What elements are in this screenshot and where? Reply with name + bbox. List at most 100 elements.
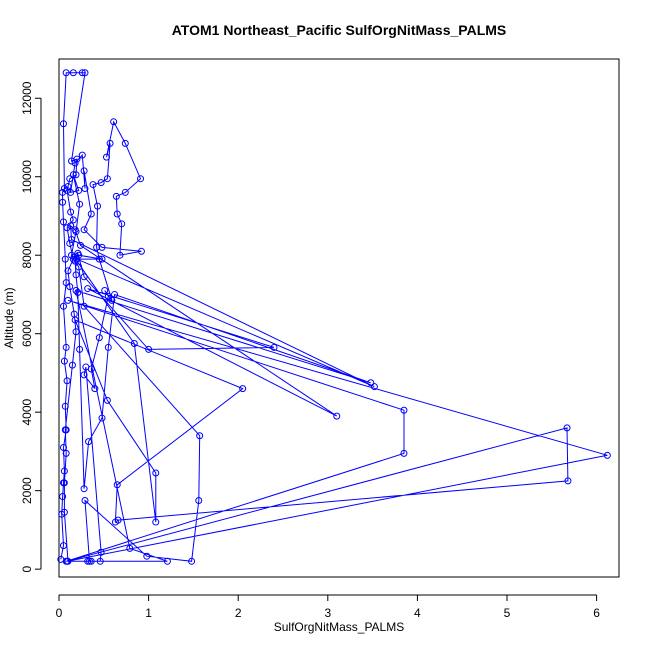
- data-point: [66, 283, 74, 291]
- y-tick-label: 0: [20, 565, 34, 572]
- data-point: [270, 343, 278, 351]
- data-point: [74, 288, 82, 296]
- data-point: [563, 424, 571, 432]
- y-tick-label: 8000: [20, 242, 34, 269]
- data-point: [110, 118, 118, 126]
- data-point: [59, 188, 67, 196]
- data-point: [95, 255, 103, 263]
- data-point: [80, 167, 88, 175]
- data-point: [113, 481, 121, 489]
- data-point: [64, 267, 72, 275]
- data-point: [59, 542, 67, 550]
- data-point: [113, 210, 121, 218]
- x-tick-label: 1: [145, 606, 152, 620]
- data-point: [188, 557, 196, 565]
- data-point: [63, 186, 71, 194]
- data-point: [102, 153, 110, 161]
- data-point: [77, 241, 85, 249]
- data-point: [145, 345, 153, 353]
- data-point: [93, 243, 101, 251]
- data-point: [68, 236, 76, 244]
- data-point: [59, 302, 67, 310]
- data-point: [78, 69, 86, 77]
- data-point: [333, 412, 341, 420]
- data-point: [95, 334, 103, 342]
- data-point: [62, 69, 70, 77]
- x-axis: 0 1 2 3 4 5 6: [56, 594, 600, 620]
- series-layer: [57, 69, 611, 565]
- y-tick-label: 4000: [20, 399, 34, 426]
- data-point: [67, 188, 75, 196]
- data-point: [137, 175, 145, 183]
- data-point: [60, 479, 68, 487]
- data-point: [71, 159, 79, 167]
- data-point: [85, 438, 93, 446]
- data-point: [130, 340, 138, 348]
- data-point: [91, 385, 99, 393]
- data-point: [71, 316, 79, 324]
- data-point: [61, 402, 69, 410]
- data-point: [71, 226, 79, 234]
- data-point: [111, 290, 119, 298]
- x-tick-label: 0: [56, 606, 63, 620]
- data-point: [59, 218, 67, 226]
- x-tick-label: 6: [593, 606, 600, 620]
- data-point: [564, 477, 572, 485]
- data-point: [603, 451, 611, 459]
- data-point: [73, 155, 81, 163]
- data-point: [103, 175, 111, 183]
- data-point: [80, 273, 88, 281]
- data-point: [121, 188, 129, 196]
- data-point: [152, 469, 160, 477]
- data-point: [195, 496, 203, 504]
- data-point: [84, 285, 92, 293]
- data-point: [78, 151, 86, 159]
- data-point: [72, 171, 80, 179]
- data-point: [61, 255, 69, 263]
- data-point: [62, 449, 70, 457]
- data-point: [66, 239, 74, 247]
- data-point: [64, 296, 72, 304]
- data-point: [69, 171, 77, 179]
- data-point: [121, 139, 129, 147]
- series-line: [60, 72, 608, 562]
- data-point: [112, 192, 120, 200]
- data-point: [103, 396, 111, 404]
- data-point: [137, 247, 145, 255]
- y-tick-label: 10000: [20, 160, 34, 194]
- data-point: [62, 279, 70, 287]
- data-point: [68, 361, 76, 369]
- data-point: [80, 371, 88, 379]
- y-axis: 0 2000 4000 6000 8000 10000 12000: [20, 81, 42, 572]
- data-point: [76, 200, 84, 208]
- data-point: [62, 343, 70, 351]
- data-point: [72, 328, 80, 336]
- data-point: [400, 406, 408, 414]
- chart-title: ATOM1 Northeast_Pacific SulfOrgNitMass_P…: [172, 22, 507, 38]
- data-point: [67, 208, 75, 216]
- data-point: [64, 183, 72, 191]
- data-point: [63, 377, 71, 385]
- data-point: [59, 198, 67, 206]
- data-point: [67, 222, 75, 230]
- data-point: [60, 508, 68, 516]
- data-point: [72, 271, 80, 279]
- x-axis-label: SulfOrgNitMass_PALMS: [274, 620, 404, 634]
- data-point: [98, 414, 106, 422]
- data-point: [152, 518, 160, 526]
- data-point: [75, 251, 83, 259]
- data-point: [85, 557, 93, 565]
- data-point: [59, 493, 67, 501]
- data-point: [97, 548, 105, 556]
- data-point: [81, 69, 89, 77]
- data-point: [126, 544, 134, 552]
- data-point: [63, 557, 71, 565]
- data-point: [60, 467, 68, 475]
- data-point: [80, 226, 88, 234]
- data-point: [59, 444, 67, 451]
- data-point: [97, 179, 105, 187]
- x-tick-label: 4: [414, 606, 421, 620]
- data-point: [63, 224, 71, 232]
- data-point: [118, 220, 126, 228]
- data-point: [87, 210, 95, 218]
